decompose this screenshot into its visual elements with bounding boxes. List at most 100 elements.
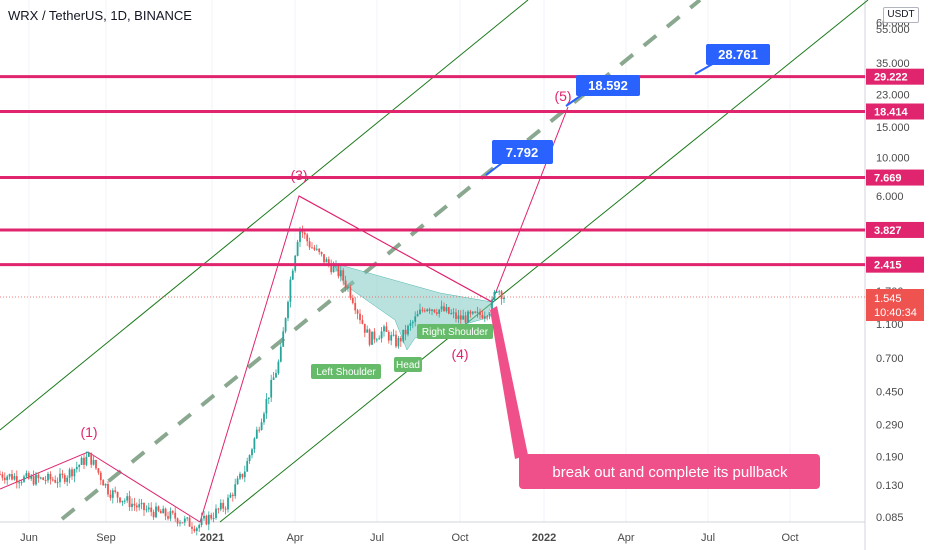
candle-body <box>222 502 225 509</box>
wave-path[interactable] <box>0 106 569 523</box>
target-box-7792[interactable]: 7.792 <box>485 140 553 176</box>
candle-body <box>303 232 306 235</box>
candle-body <box>471 311 474 314</box>
candle-body <box>469 311 472 314</box>
candle-body <box>450 313 453 315</box>
candle-body <box>277 361 280 374</box>
candle-body <box>263 413 265 423</box>
candle-body <box>474 311 477 313</box>
x-tick-label: Apr <box>617 532 634 544</box>
candle-body <box>18 482 21 484</box>
svg-text:1.545: 1.545 <box>874 293 902 305</box>
candle-body <box>145 509 148 511</box>
candle-body <box>421 309 424 311</box>
candle-body <box>8 474 11 477</box>
candle-body <box>104 483 107 486</box>
y-tick-label: 10.000 <box>876 153 910 165</box>
candle-body <box>282 331 285 347</box>
candle-body <box>87 452 90 457</box>
candle-body <box>169 511 172 519</box>
target-box-28761[interactable]: 28.761 <box>694 44 770 75</box>
candle-body <box>162 508 165 514</box>
candle-body <box>42 477 45 480</box>
x-tick-label: Jul <box>370 532 384 544</box>
candle-body <box>35 474 37 485</box>
candle-body <box>59 473 61 483</box>
candle-body <box>210 514 213 519</box>
candle-body <box>279 346 282 362</box>
wave-label-3: (3) <box>290 167 307 183</box>
candle-body <box>140 502 143 505</box>
candle-body <box>164 508 167 517</box>
candle-body <box>131 503 133 507</box>
candle-body <box>63 475 66 482</box>
candle-body <box>402 329 405 342</box>
candle-body <box>315 248 318 250</box>
candle-body <box>147 507 150 510</box>
candle-body <box>109 494 112 498</box>
candle-body <box>467 311 469 323</box>
candle-body <box>3 477 6 481</box>
breakout-callout[interactable]: break out and complete its pullback <box>490 306 820 489</box>
channel-upper-line[interactable] <box>0 0 529 431</box>
candle-body <box>253 438 256 450</box>
candle-body <box>95 459 97 469</box>
candle-body <box>455 312 457 319</box>
candle-body <box>13 476 16 480</box>
candle-body <box>78 464 81 468</box>
candle-body <box>440 306 443 310</box>
candle-body <box>411 321 414 324</box>
candle-body <box>1 474 4 478</box>
candle-body <box>332 266 335 273</box>
candle-body <box>159 510 162 514</box>
candle-body <box>195 528 198 531</box>
candle-body <box>85 456 88 465</box>
candle-body <box>200 518 203 525</box>
candle-body <box>47 473 49 481</box>
candle-body <box>344 280 347 289</box>
candle-body <box>174 512 177 519</box>
triangle-upper-line[interactable] <box>298 195 493 303</box>
y-axis[interactable]: 60.00055.00035.00023.00015.00010.0006.00… <box>876 17 910 524</box>
x-axis[interactable]: Jun Sep 2021 Apr Jul Oct 2022 Apr Jul Oct <box>20 532 798 544</box>
candle-body <box>176 518 179 524</box>
candle-body <box>203 515 205 519</box>
candle-body <box>486 316 489 318</box>
candle-body <box>27 473 30 479</box>
candle-body <box>102 480 105 486</box>
level-label: 18.414 <box>874 107 909 119</box>
candle-body <box>198 524 201 529</box>
candle-body <box>207 514 210 525</box>
level-label-bg <box>866 256 924 273</box>
candle-body <box>287 301 289 319</box>
candle-body <box>354 303 357 311</box>
candle-body <box>356 310 359 314</box>
candle-body <box>270 379 273 398</box>
candle-body <box>452 312 455 314</box>
candle-body <box>457 315 460 319</box>
y-tick-label: 0.700 <box>876 353 904 365</box>
candle-body <box>107 483 109 495</box>
channel-lower-line[interactable] <box>219 0 869 523</box>
candle-body <box>83 457 85 465</box>
candle-body <box>320 251 323 255</box>
candle-body <box>407 325 409 335</box>
target-box-18592[interactable]: 18.592 <box>565 75 640 107</box>
candle-body <box>459 315 462 320</box>
candle-body <box>375 339 378 341</box>
currency-button[interactable]: USDT <box>883 7 919 23</box>
candle-body <box>126 496 129 501</box>
candle-body <box>325 259 328 263</box>
candle-body <box>275 373 277 378</box>
candle-body <box>308 241 311 248</box>
head-shoulders-zone[interactable] <box>332 262 493 351</box>
candle-body <box>318 248 321 252</box>
candle-body <box>121 500 124 503</box>
candle-body <box>227 497 229 510</box>
level-labels-group: 29.222 18.414 7.669 3.827 2.415 <box>866 68 924 273</box>
symbol-header: WRX / TetherUS, 1D, BINANCE <box>8 8 192 23</box>
candle-body <box>392 334 395 336</box>
x-tick-label: Sep <box>96 532 116 544</box>
candle-body <box>416 314 419 317</box>
